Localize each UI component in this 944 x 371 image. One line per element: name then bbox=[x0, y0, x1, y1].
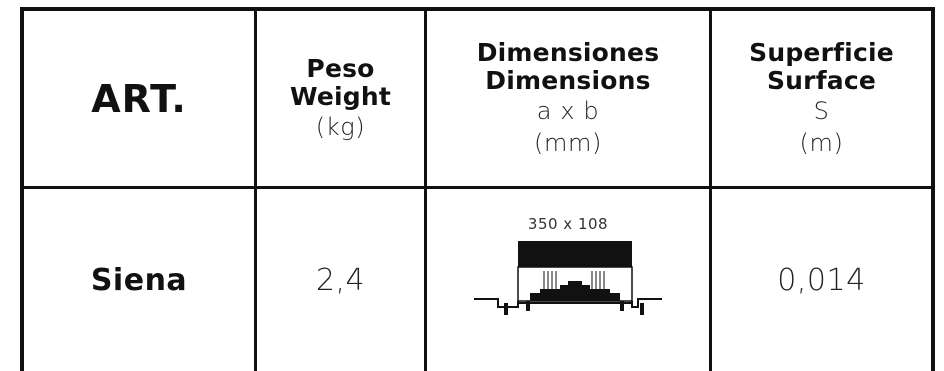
row-name-cell: Siena bbox=[24, 189, 254, 371]
column-divider-2 bbox=[424, 7, 427, 371]
header-surface-en: Surface bbox=[766, 65, 877, 95]
header-surface-symbol: S bbox=[813, 96, 830, 125]
row-weight-cell: 2,4 bbox=[257, 189, 424, 371]
header-row-divider bbox=[20, 186, 935, 189]
table-right-border bbox=[931, 7, 935, 371]
header-dimensions-cell: Dimensiones Dimensions a x b (mm) bbox=[427, 11, 709, 186]
header-dimensions-formula: a x b bbox=[536, 96, 600, 125]
row-name: Siena bbox=[90, 262, 188, 298]
header-dimensions-es: Dimensiones bbox=[476, 37, 660, 67]
header-weight-unit: (kg) bbox=[315, 112, 366, 141]
row-dimensions-value: 350 x 108 bbox=[527, 215, 609, 233]
row-weight-value: 2,4 bbox=[315, 262, 366, 298]
header-surface-cell: Superficie Surface S (m) bbox=[712, 11, 931, 186]
grate-section-drawing-icon bbox=[468, 241, 668, 325]
table-left-border bbox=[20, 7, 24, 371]
header-weight-cell: Peso Weight (kg) bbox=[257, 11, 424, 186]
header-dimensions-en: Dimensions bbox=[485, 65, 651, 95]
header-weight-es: Peso bbox=[306, 53, 375, 83]
column-divider-1 bbox=[254, 7, 257, 371]
header-weight-en: Weight bbox=[289, 81, 392, 111]
header-art-label: ART. bbox=[91, 76, 187, 121]
header-dimensions-unit: (mm) bbox=[534, 128, 602, 157]
row-surface-value: 0,014 bbox=[777, 262, 866, 298]
header-art-cell: ART. bbox=[24, 11, 254, 186]
column-divider-3 bbox=[709, 7, 712, 371]
row-dimensions-cell: 350 x 108 bbox=[427, 189, 709, 371]
header-surface-unit: (m) bbox=[799, 128, 844, 157]
table-top-border bbox=[20, 7, 935, 11]
row-surface-cell: 0,014 bbox=[712, 189, 931, 371]
header-surface-es: Superficie bbox=[749, 37, 894, 67]
